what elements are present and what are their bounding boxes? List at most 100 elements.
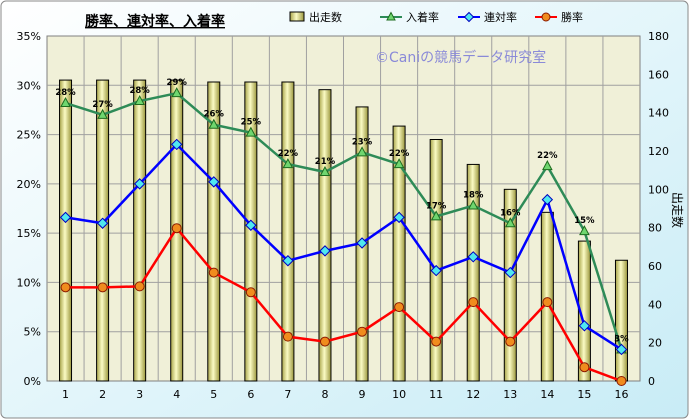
y-left-tick-label: 15%	[17, 227, 41, 240]
y-right-tick-label: 80	[648, 222, 662, 235]
triangle-marker	[356, 146, 368, 157]
data-label: 17%	[426, 201, 447, 211]
y-right-tick-label: 0	[648, 375, 655, 388]
y-right-tick-label: 40	[648, 298, 662, 311]
y-right-axis-title: 出走数	[670, 192, 685, 228]
circle-marker	[208, 267, 219, 278]
legend-label: 入着率	[406, 10, 439, 24]
y-left-tick-label: 10%	[17, 276, 41, 289]
bar-mark	[281, 81, 295, 382]
legend-label: 出走数	[309, 10, 342, 24]
data-label: 29%	[167, 78, 188, 88]
x-tick-label: 13	[503, 388, 517, 401]
diamond-marker	[59, 211, 72, 224]
diamond-marker	[578, 320, 591, 332]
data-label: 26%	[204, 110, 225, 120]
data-label: 18%	[463, 191, 484, 201]
diamond-marker	[319, 245, 331, 257]
quinella-rate-series	[59, 138, 628, 356]
x-tick-label: 10	[392, 388, 406, 401]
triangle-marker	[319, 165, 331, 177]
x-tick-label: 16	[614, 388, 628, 401]
x-tick-label: 11	[429, 388, 443, 401]
bar-mark	[96, 79, 110, 382]
chart-title: 勝率、連対率、入着率	[85, 13, 225, 30]
triangle-marker	[542, 160, 553, 171]
triangle-marker	[208, 118, 220, 129]
left-axis: 0% 5% 10% 15% 20% 25% 30% 35%	[17, 30, 41, 388]
circle-marker	[394, 302, 405, 313]
diamond-marker	[171, 138, 183, 151]
y-right-tick-label: 120	[648, 145, 669, 158]
data-label: 15%	[574, 216, 595, 226]
y-left-tick-label: 25%	[17, 129, 41, 142]
bar-mark	[392, 125, 406, 382]
diamond-marker	[430, 264, 442, 277]
data-label: 27%	[92, 100, 113, 110]
triangle-marker	[282, 158, 294, 169]
diamond-marker	[96, 217, 109, 229]
x-tick-label: 8	[321, 388, 328, 401]
triangle-marker	[430, 210, 442, 221]
legend-label: 連対率	[484, 10, 517, 24]
triangle-marker	[579, 225, 590, 236]
data-label: 25%	[241, 118, 262, 128]
x-tick-label: 15	[577, 388, 591, 401]
y-left-tick-label: 20%	[17, 178, 41, 191]
circle-marker	[542, 297, 553, 308]
legend: 出走数 入着率 連対率 勝率	[289, 10, 583, 24]
placing-rate-line	[65, 91, 623, 350]
x-tick-label: 2	[99, 388, 106, 401]
legend-diamond-marker	[463, 11, 475, 23]
data-label: 22%	[537, 151, 558, 161]
circle-marker	[505, 336, 516, 347]
data-label: 22%	[389, 149, 410, 159]
legend-bar-swatch	[289, 11, 305, 22]
bar-mark	[207, 81, 221, 382]
circle-marker	[282, 331, 293, 342]
y-right-tick-label: 140	[648, 107, 669, 120]
y-right-tick-label: 160	[648, 68, 669, 81]
x-tick-label: 7	[284, 388, 291, 401]
data-label: 3%	[614, 334, 629, 344]
x-tick-label: 14	[540, 388, 554, 401]
y-left-tick-label: 30%	[17, 79, 41, 92]
diamond-marker	[245, 219, 257, 231]
triangle-marker	[171, 87, 183, 98]
bar-mark	[59, 79, 73, 382]
y-left-tick-label: 0%	[24, 375, 41, 388]
diamond-marker	[467, 251, 479, 263]
y-right-tick-label: 180	[648, 30, 669, 43]
diamond-marker	[541, 193, 554, 206]
triangle-marker	[504, 217, 516, 228]
watermark-text: ©Caniの競馬データ研究室	[375, 49, 546, 66]
y-right-tick-label: 20	[648, 337, 662, 350]
data-label: 28%	[129, 86, 150, 96]
diamond-marker	[282, 255, 294, 267]
triangle-marker	[134, 94, 145, 106]
y-left-tick-label: 35%	[17, 30, 41, 43]
x-tick-label: 5	[210, 388, 217, 401]
right-axis: 0 20 40 60 80 100 120 140 160 180	[648, 30, 669, 388]
circle-marker	[97, 282, 108, 293]
quinella-rate-line	[65, 142, 623, 351]
x-tick-label: 4	[173, 388, 180, 401]
circle-marker	[319, 336, 330, 347]
diamond-marker	[504, 266, 516, 279]
bar-mark	[540, 211, 554, 382]
legend-circle-marker	[541, 12, 551, 22]
diamond-marker	[133, 178, 146, 190]
circle-marker	[357, 326, 368, 337]
triangle-marker	[393, 158, 405, 169]
data-label: 16%	[500, 208, 521, 218]
triangle-marker	[60, 96, 71, 108]
data-label: 28%	[55, 88, 76, 98]
bar-mark	[577, 240, 591, 382]
bar-mark	[466, 163, 480, 382]
triangle-marker	[467, 199, 479, 210]
diamond-marker	[208, 176, 220, 188]
x-tick-label: 3	[136, 388, 143, 401]
bar-mark	[133, 79, 147, 382]
